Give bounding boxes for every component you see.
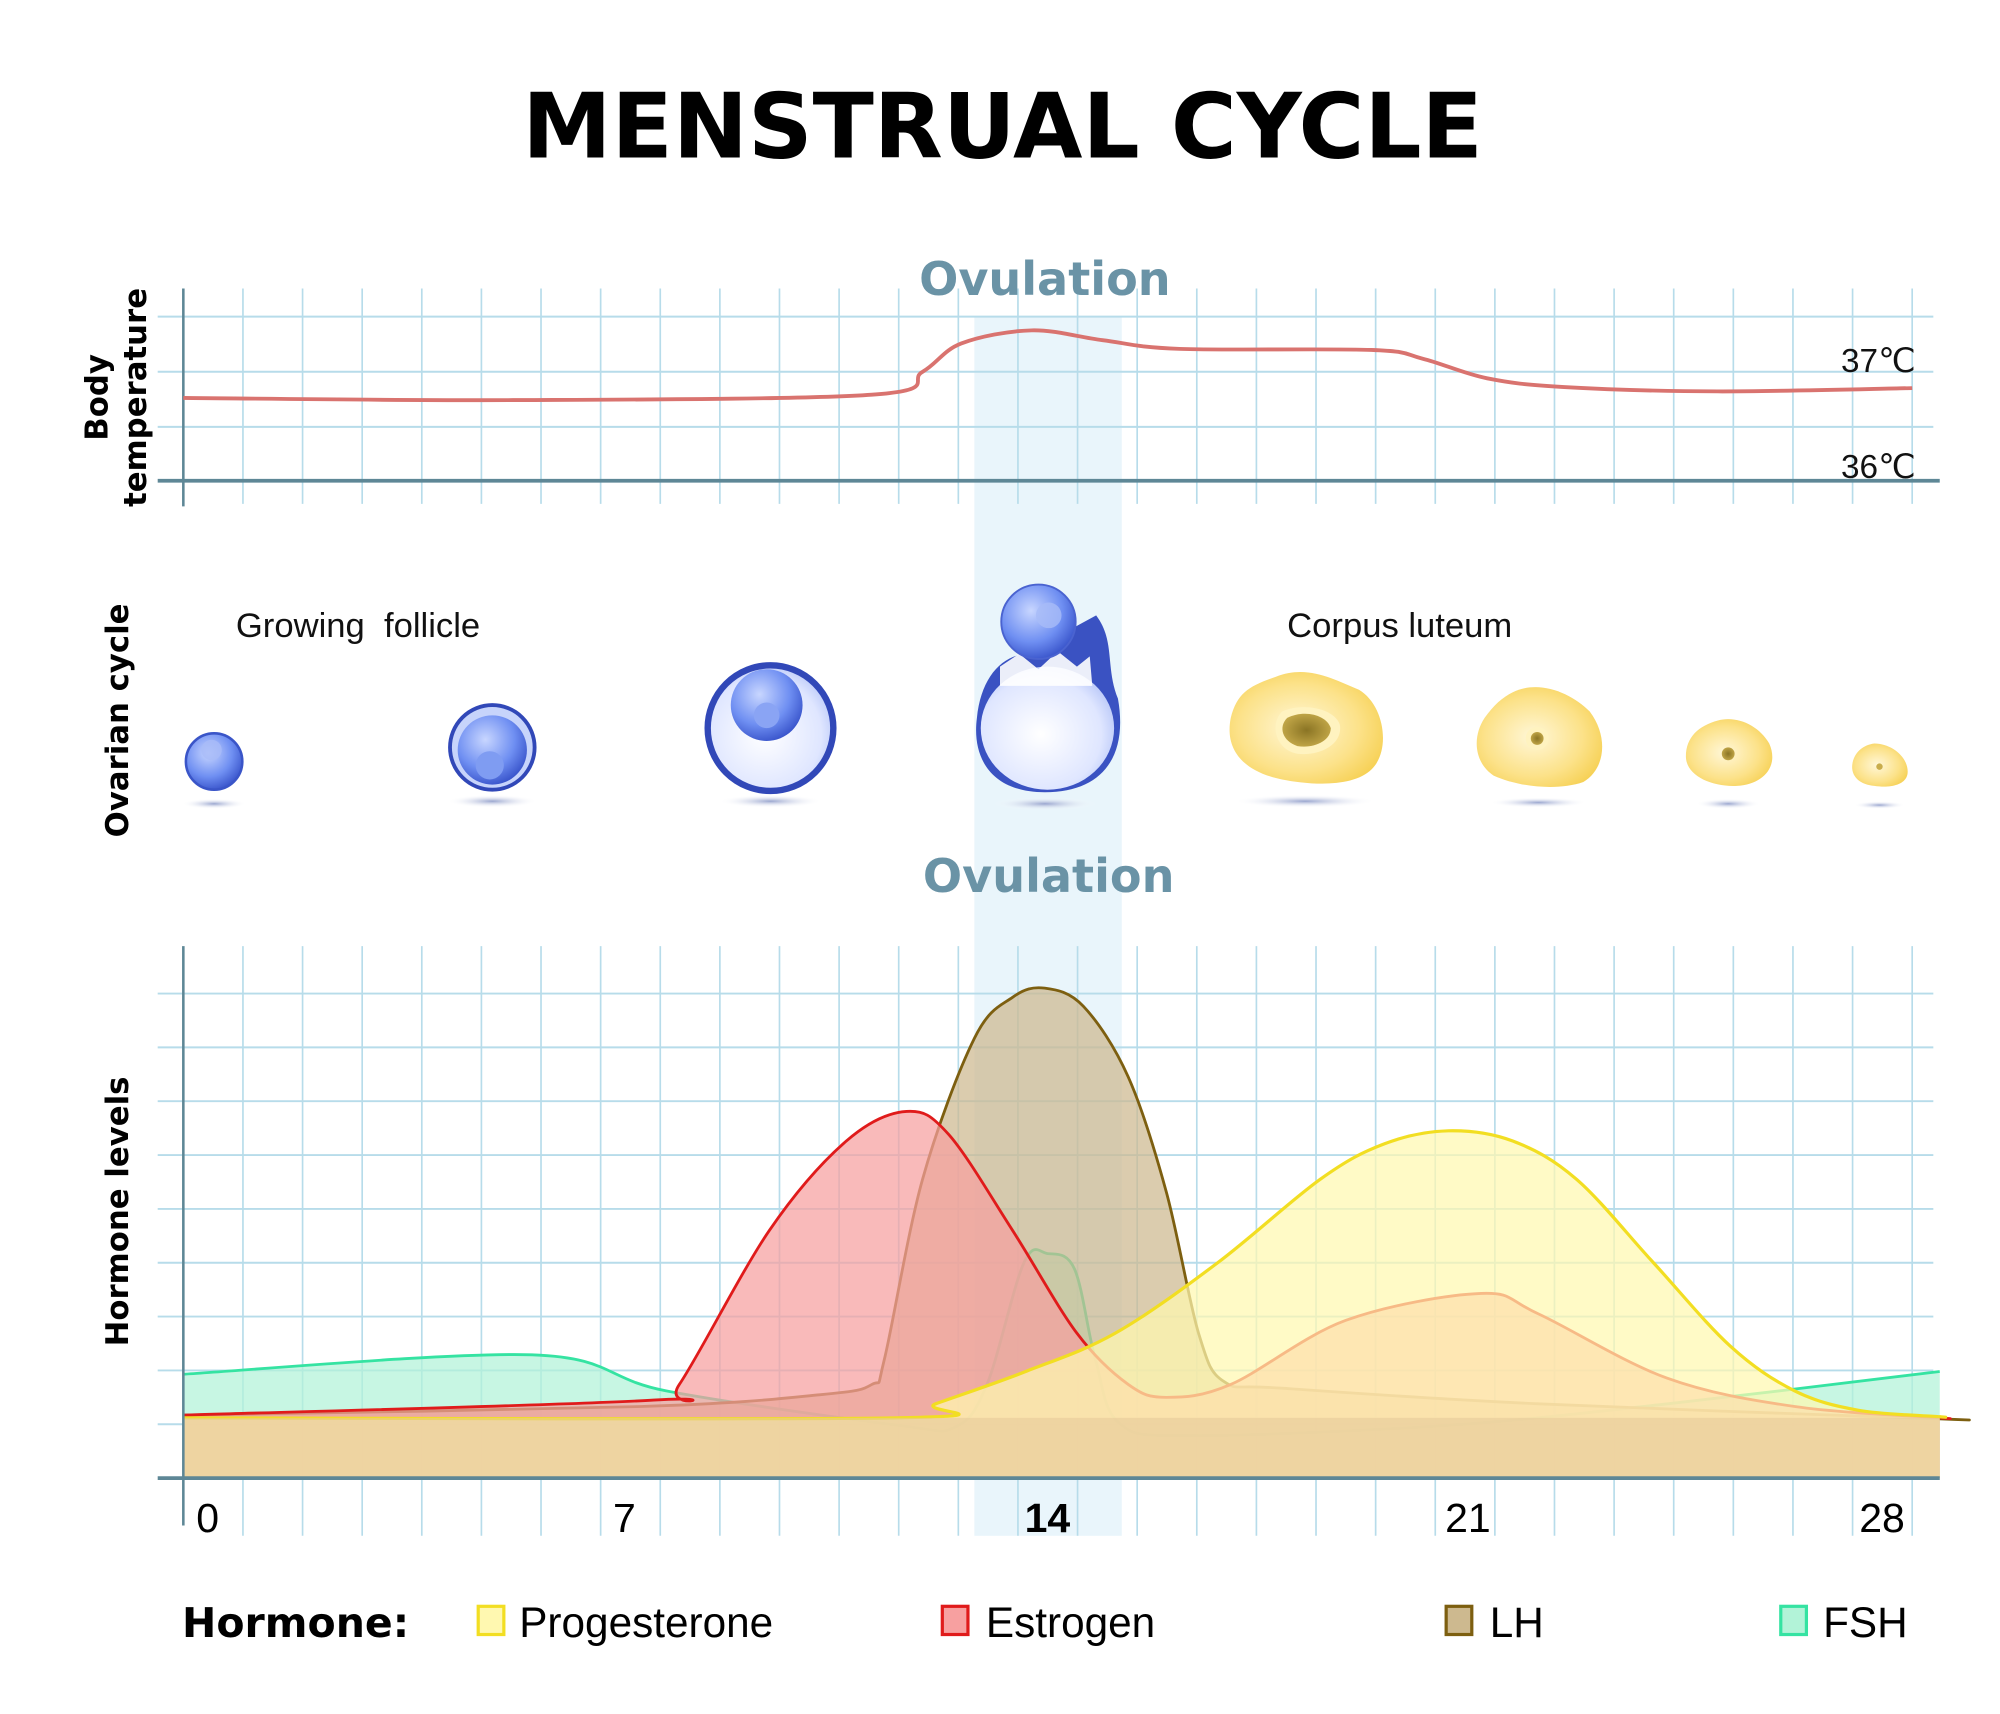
x-tick-7: 7 [613,1495,636,1541]
corpus-luteum-label: Corpus luteum [1287,607,1512,645]
legend-label-estrogen: Estrogen [986,1599,1155,1646]
follicle-stages [182,583,1908,811]
x-tick-14: 14 [1025,1495,1071,1541]
legend-label-fsh: FSH [1823,1599,1908,1646]
temperature-ylabel-line2: temperature [118,288,154,507]
follicle-stage-2 [447,703,538,808]
tick-36c: 36℃ [1841,449,1916,486]
legend-swatch-fsh [1779,1604,1809,1637]
follicle-stage-1 [182,732,247,809]
temperature-series [183,328,1913,403]
area-baseline [183,1417,1940,1479]
x-tick-21: 21 [1445,1495,1491,1541]
curve-progesterone [183,1129,1948,1421]
hormone-ylabel: Hormone levels [100,1077,136,1347]
legend-swatch-lh [1444,1604,1474,1637]
tick-37c: 37℃ [1841,343,1916,380]
legend-label-lh: LH [1490,1599,1544,1646]
ovarian-ylabel: Ovarian cycle [100,604,136,838]
area-lh [183,987,1970,1479]
legend-item-progesterone: Progesterone [476,1599,773,1646]
x-tick-28: 28 [1859,1495,1905,1541]
legend-title: Hormone: [182,1599,409,1647]
temperature-ovulation-label: Ovulation [919,252,1171,306]
corpus-luteum-stage-1 [1229,672,1383,808]
hormone-ovulation-label: Ovulation [923,849,1175,903]
hormone-series [183,986,1971,1479]
x-tick-labels: 0 7 14 21 28 [196,1495,1905,1541]
follicle-stage-3 [704,662,837,808]
temperature-curve [183,328,1913,403]
area-progesterone [183,1130,1946,1479]
legend-item-fsh: FSH [1779,1599,1908,1646]
growing-follicle-label: Growing follicle [236,607,480,645]
legend-label-progesterone: Progesterone [519,1599,773,1646]
x-tick-0: 0 [196,1495,219,1541]
corpus-luteum-stage-2 [1476,687,1603,808]
legend-swatch-estrogen [940,1604,970,1637]
ovulating-follicle [976,583,1121,811]
corpus-luteum-stage-3 [1685,719,1773,809]
temperature-ylabel-line1: Body [80,354,116,441]
legend-item-lh: LH [1444,1599,1544,1646]
corpus-luteum-stage-4 [1852,743,1908,809]
legend-swatch-progesterone [476,1604,506,1637]
legend: Hormone: Progesterone Estrogen LH FSH [182,1599,1908,1647]
hormone-axes [157,946,1940,1526]
legend-item-estrogen: Estrogen [940,1599,1155,1646]
page-title: MENSTRUAL CYCLE [522,76,1483,180]
